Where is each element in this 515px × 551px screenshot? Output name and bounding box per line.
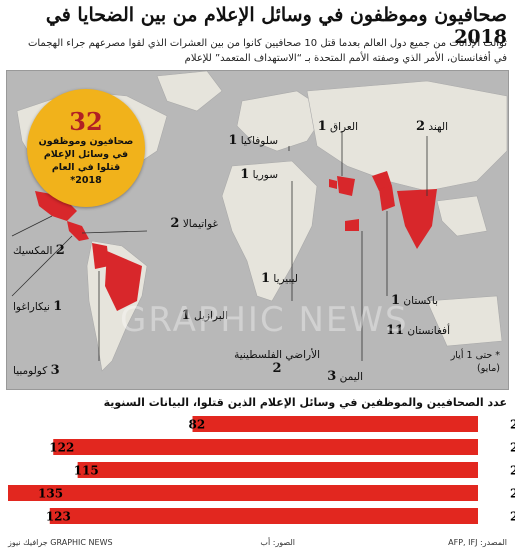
label-slovakia: سلوفاكيا 1	[228, 133, 278, 148]
label-pakistan: باكستان 1	[391, 293, 438, 308]
syria-region	[329, 179, 337, 189]
india-region	[397, 189, 437, 249]
bar-2017	[192, 416, 478, 432]
year-label-2013: 2013	[510, 510, 515, 524]
bar-2013	[49, 508, 479, 524]
label-iraq: العراق 1	[317, 119, 358, 134]
world-map: 32 صحافيون وموظفون في وسائل الإعلام قتلو…	[6, 70, 509, 390]
label-guatemala: غواتيمالا 2	[170, 216, 218, 231]
chart-title: عدد الصحافيين والموظفين في وسائل الإعلام…	[103, 396, 507, 409]
subtitle: توالت الإدانات من جميع دول العالم بعدما …	[27, 38, 507, 64]
bar-chart: 2017 82 2016 122 2015 115 2014 135 2013 123	[8, 416, 515, 524]
value-label-2015: 115	[74, 464, 99, 478]
year-label-2016: 2016	[510, 441, 515, 455]
label-mexico: 2 المكسيك	[13, 243, 65, 258]
value-label-2016: 122	[49, 441, 74, 455]
label-brazil: البرازيل 1	[181, 308, 228, 323]
label-afghanistan: أفغانستان 11	[385, 323, 450, 338]
yemen-region	[345, 219, 359, 231]
afghanistan-region	[372, 171, 392, 191]
label-colombia: 3 كولومبيا	[13, 363, 60, 378]
source-text: المصدر: AFP, IFJ	[448, 538, 507, 547]
value-label-2013: 123	[46, 510, 71, 524]
brazil-region	[105, 251, 142, 311]
value-label-2014: 135	[38, 487, 63, 501]
photo-credit: الصور: أب	[260, 538, 295, 547]
bar-2014	[8, 485, 478, 501]
badge-text: صحافيون وموظفون في وسائل الإعلام قتلوا ف…	[38, 136, 134, 186]
watermark: GRAPHIC NEWS	[120, 300, 409, 340]
label-palestine: الأراضي الفلسطينية 2	[234, 349, 320, 376]
label-nicaragua: 1 نيكاراغوا	[13, 299, 63, 314]
total-badge: 32 صحافيون وموظفون في وسائل الإعلام قتلو…	[27, 89, 145, 207]
iraq-region	[337, 176, 355, 196]
bar-2015	[77, 462, 478, 478]
central-america-region	[67, 221, 89, 241]
year-label-2015: 2015	[510, 464, 515, 478]
year-label-2014: 2014	[510, 487, 515, 501]
page-title: صحافيون وموظفون في وسائل الإعلام من بين …	[45, 4, 507, 48]
value-label-2017: 82	[189, 418, 206, 432]
label-india: الهند 2	[415, 119, 448, 134]
graphic-credit: GRAPHIC NEWS جرافيك نيوز	[8, 538, 113, 547]
label-syria: سوريا 1	[240, 167, 278, 182]
colombia-region	[92, 243, 109, 269]
label-yemen: اليمن 3	[327, 369, 363, 384]
label-liberia: ليبيريا 1	[260, 271, 298, 286]
pakistan-region	[379, 186, 395, 211]
bar-2016	[53, 439, 479, 455]
mexico-region	[35, 191, 77, 221]
badge-number: 32	[69, 107, 103, 136]
footnote: * حتى 1 أيار (مايو)	[450, 350, 500, 374]
year-label-2017: 2017	[510, 418, 515, 432]
